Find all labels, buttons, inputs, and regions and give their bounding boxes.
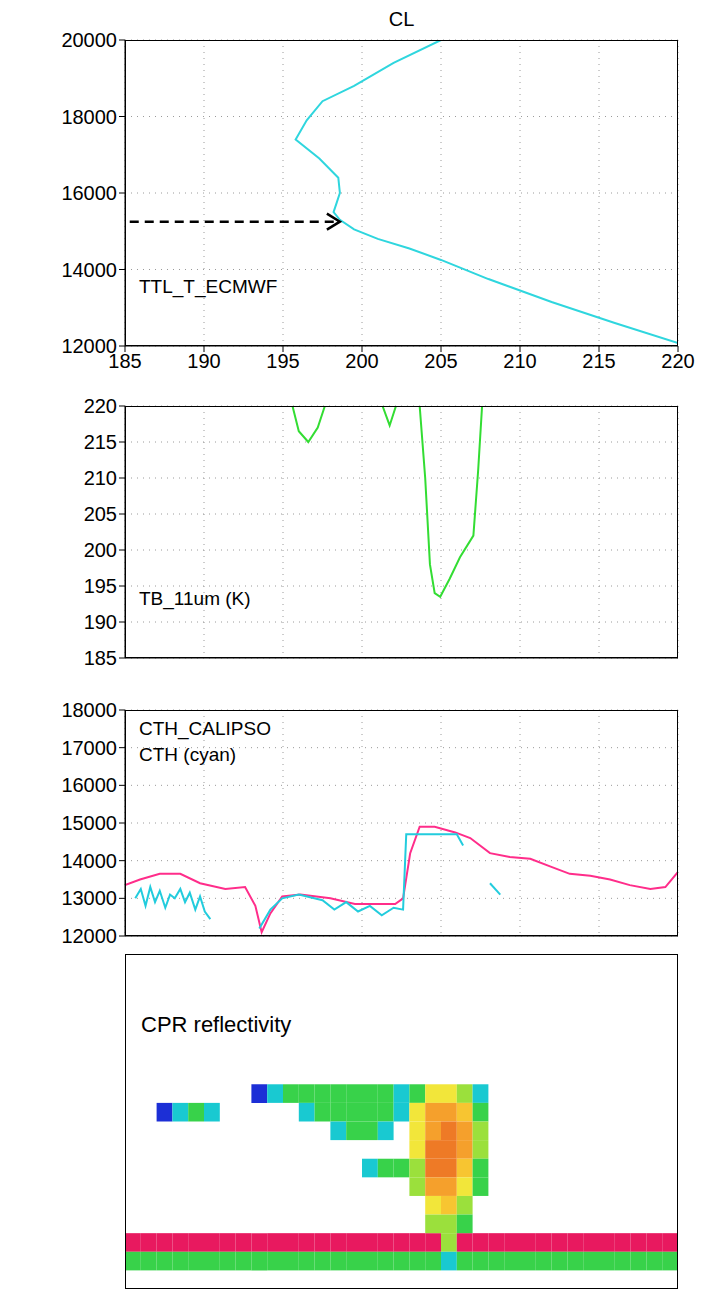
svg-text:215: 215 — [84, 431, 117, 453]
svg-text:195: 195 — [84, 575, 117, 597]
svg-text:190: 190 — [187, 350, 220, 372]
svg-text:190: 190 — [84, 611, 117, 633]
svg-text:200: 200 — [84, 539, 117, 561]
svg-text:215: 215 — [582, 350, 615, 372]
svg-text:195: 195 — [266, 350, 299, 372]
svg-text:205: 205 — [84, 503, 117, 525]
svg-text:185: 185 — [84, 647, 117, 669]
svg-text:220: 220 — [84, 395, 117, 417]
svg-text:13000: 13000 — [61, 887, 117, 909]
html-text:TB_11um (K): TB_11um (K) — [139, 588, 251, 609]
svg-text:12000: 12000 — [61, 335, 117, 357]
svg-text:12000: 12000 — [61, 925, 117, 947]
svg-text:210: 210 — [503, 350, 536, 372]
svg-text:220: 220 — [661, 350, 694, 372]
svg-text:210: 210 — [84, 467, 117, 489]
svg-text:14000: 14000 — [61, 850, 117, 872]
svg-text:18000: 18000 — [61, 699, 117, 721]
svg-text:205: 205 — [424, 350, 457, 372]
svg-text:16000: 16000 — [61, 774, 117, 796]
svg-text:16000: 16000 — [61, 182, 117, 204]
html-text:TTL_T_ECMWF: TTL_T_ECMWF — [139, 276, 278, 297]
svg-text:18000: 18000 — [61, 106, 117, 128]
html-text:CTH (cyan): CTH (cyan) — [139, 744, 237, 765]
svg-text:15000: 15000 — [61, 812, 117, 834]
svg-text:17000: 17000 — [61, 737, 117, 759]
svg-text:200: 200 — [345, 350, 378, 372]
html-text:CL: CL — [388, 8, 415, 30]
svg-text:14000: 14000 — [61, 259, 117, 281]
svg-text:185: 185 — [108, 350, 142, 373]
html-text:CPR reflectivity: CPR reflectivity — [141, 1012, 292, 1037]
html-text:CTH_CALIPSO: CTH_CALIPSO — [139, 718, 271, 739]
svg-text:20000: 20000 — [61, 29, 117, 51]
